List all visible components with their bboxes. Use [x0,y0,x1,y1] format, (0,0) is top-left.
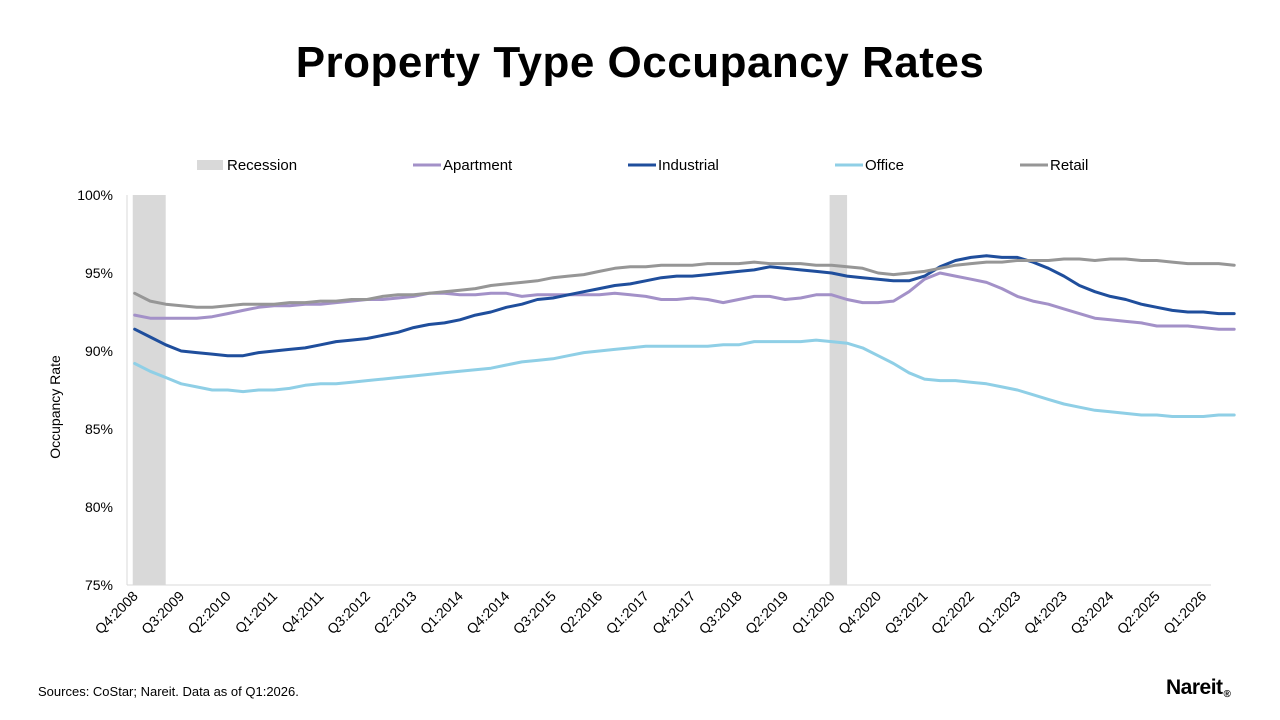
x-tick-label: Q1:2020 [788,588,837,637]
y-tick-label: 95% [85,265,113,281]
legend-label-retail: Retail [1050,157,1088,174]
series-line-office [133,338,1236,418]
y-tick-label: 100% [77,187,113,203]
x-tick-label: Q2:2010 [184,588,233,637]
x-tick-label: Q4:2020 [835,588,884,637]
x-tick-label: Q2:2013 [370,588,419,637]
x-tick-label: Q1:2017 [603,588,652,637]
y-tick-label: 85% [85,421,113,437]
logo-mark: ® [1223,689,1231,700]
logo-text: Nareit [1166,676,1223,699]
y-axis-label: Occupancy Rate [47,355,63,459]
x-tick-label: Q2:2022 [928,588,977,637]
y-tick-label: 75% [85,577,113,593]
series-line-industrial [133,254,1236,358]
legend-label-office: Office [865,157,904,174]
chart-series [133,254,1236,418]
series-line-apartment [133,271,1236,331]
series-line-retail [133,257,1236,309]
x-tick-label: Q1:2023 [974,588,1023,637]
x-tick-label: Q4:2014 [463,588,512,637]
x-tick-label: Q1:2014 [417,588,466,637]
y-tick-label: 80% [85,499,113,515]
page-title: Property Type Occupancy Rates [295,38,985,87]
recession-band-1 [132,195,166,585]
x-tick-label: Q2:2019 [742,588,791,637]
x-tick-label: Q3:2015 [510,588,559,637]
chart-axes: 75% 80% 85% 90% 95% 100% Q4:2008Q3:2009Q2:2010… [77,187,1211,637]
x-tick-label: Q4:2008 [92,588,141,637]
legend-swatch-recession [197,160,223,170]
x-tick-label: Q3:2012 [324,588,373,637]
x-tick-label: Q2:2025 [1114,588,1163,637]
nareit-logo: Nareit® [1166,676,1231,700]
x-tick-label: Q4:2011 [278,588,327,637]
x-tick-label: Q3:2018 [696,588,745,637]
x-tick-label: Q1:2011 [232,588,281,637]
x-tick-label: Q4:2023 [1021,588,1070,637]
y-tick-label: 90% [85,343,113,359]
source-note: Sources: CoStar; Nareit. Data as of Q1:2… [38,684,299,699]
legend-label-apartment: Apartment [443,157,513,174]
x-tick-label: Q3:2021 [881,588,930,637]
recession-band-2 [829,195,848,585]
legend-label-recession: Recession [227,157,297,174]
legend-label-industrial: Industrial [658,157,719,174]
x-tick-label: Q4:2017 [649,588,698,637]
x-tick-label: Q3:2009 [138,588,187,637]
x-tick-label: Q2:2016 [556,588,605,637]
recession-bands [132,195,848,585]
x-tick-label: Q1:2026 [1160,588,1209,637]
chart-legend: Recession Apartment Industrial Office Retail [197,157,1088,174]
x-tick-label: Q3:2024 [1067,588,1116,637]
